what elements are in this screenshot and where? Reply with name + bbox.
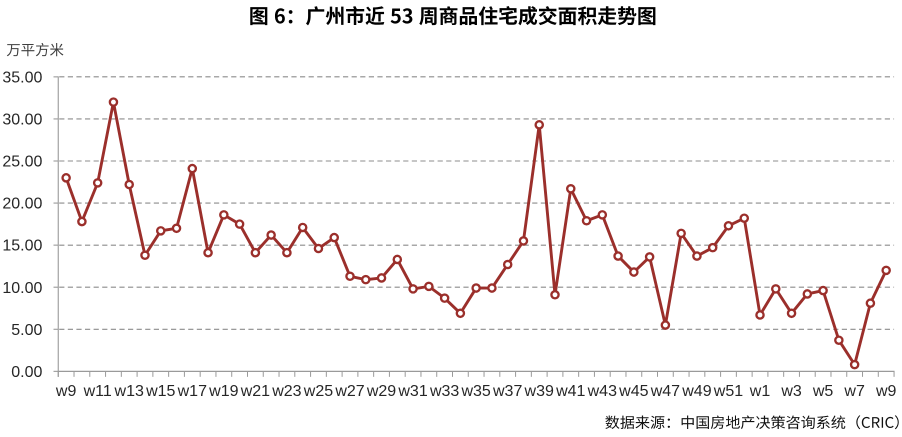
svg-text:w9: w9 xyxy=(875,383,897,400)
svg-text:w23: w23 xyxy=(271,383,301,400)
svg-text:w51: w51 xyxy=(713,383,743,400)
svg-text:w37: w37 xyxy=(492,383,522,400)
svg-text:5.00: 5.00 xyxy=(11,322,42,339)
svg-text:w1: w1 xyxy=(749,383,771,400)
svg-text:35.00: 35.00 xyxy=(2,69,42,86)
svg-text:w49: w49 xyxy=(681,383,711,400)
svg-text:w27: w27 xyxy=(334,383,364,400)
svg-text:w19: w19 xyxy=(208,383,238,400)
svg-text:w21: w21 xyxy=(240,383,270,400)
svg-text:w11: w11 xyxy=(83,383,112,400)
svg-text:w17: w17 xyxy=(177,383,207,400)
svg-text:w29: w29 xyxy=(366,383,396,400)
svg-text:w31: w31 xyxy=(397,383,427,400)
svg-text:w7: w7 xyxy=(843,383,865,400)
svg-text:30.00: 30.00 xyxy=(2,112,42,129)
svg-text:w45: w45 xyxy=(618,383,648,400)
svg-text:25.00: 25.00 xyxy=(2,154,42,171)
svg-text:w33: w33 xyxy=(429,383,459,400)
svg-text:w15: w15 xyxy=(145,383,175,400)
svg-text:15.00: 15.00 xyxy=(2,238,42,255)
svg-text:w13: w13 xyxy=(114,383,144,400)
svg-text:w41: w41 xyxy=(555,383,585,400)
svg-text:0.00: 0.00 xyxy=(11,364,42,381)
svg-text:w5: w5 xyxy=(812,383,834,400)
svg-text:w39: w39 xyxy=(524,383,554,400)
svg-text:w25: w25 xyxy=(303,383,333,400)
svg-text:w35: w35 xyxy=(460,383,490,400)
svg-text:w43: w43 xyxy=(587,383,617,400)
svg-text:w47: w47 xyxy=(650,383,680,400)
svg-text:w9: w9 xyxy=(55,383,77,400)
svg-text:20.00: 20.00 xyxy=(2,196,42,213)
svg-text:w3: w3 xyxy=(780,383,802,400)
svg-text:10.00: 10.00 xyxy=(2,280,42,297)
